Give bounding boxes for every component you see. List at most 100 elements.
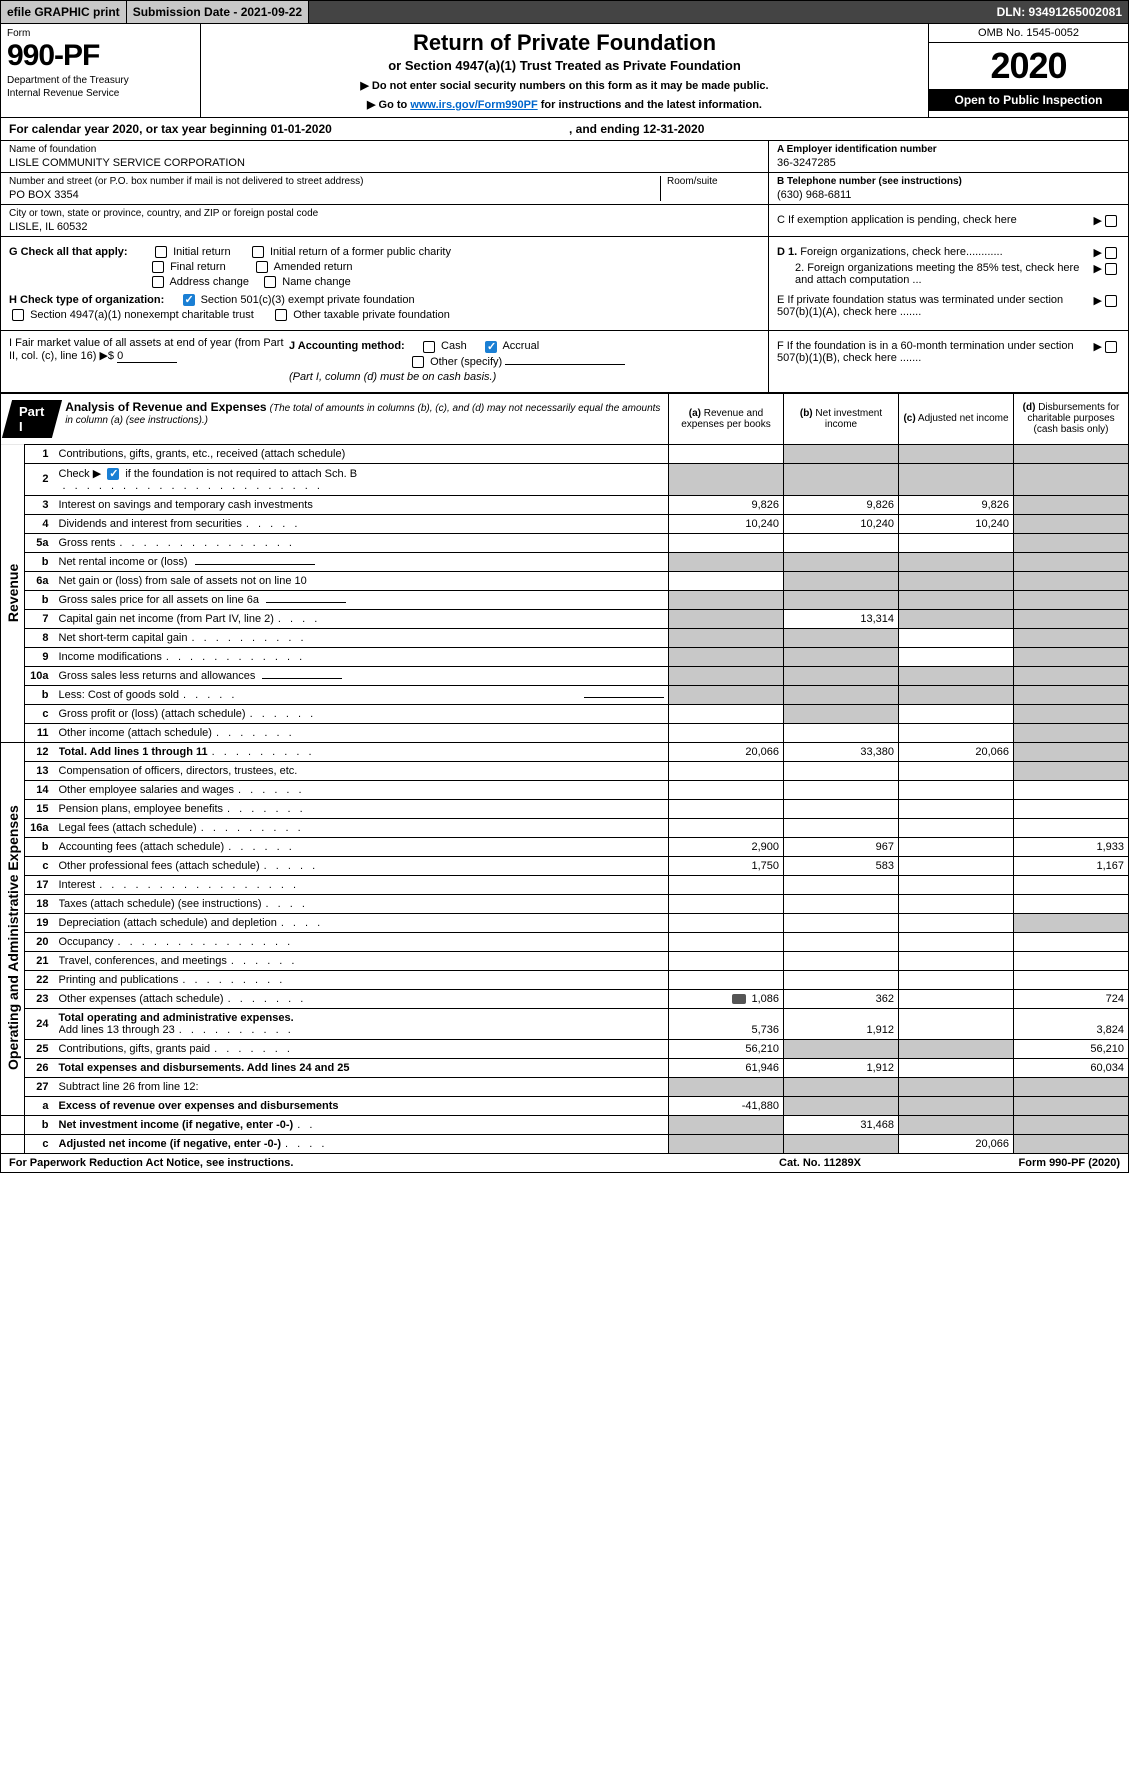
r23-b: 362 bbox=[784, 989, 899, 1008]
expenses-sidelabel: Operating and Administrative Expenses bbox=[1, 761, 25, 1115]
row-10b: b Less: Cost of goods sold. . . . . bbox=[1, 685, 1129, 704]
g-address-checkbox[interactable] bbox=[152, 276, 164, 288]
g-amended-checkbox[interactable] bbox=[256, 261, 268, 273]
r16a-desc: Legal fees (attach schedule). . . . . . … bbox=[55, 818, 669, 837]
g-opt-5: Name change bbox=[282, 276, 351, 288]
g-initial-checkbox[interactable] bbox=[155, 246, 167, 258]
g-final-checkbox[interactable] bbox=[152, 261, 164, 273]
g-opt-2: Final return bbox=[170, 261, 226, 273]
col-c-header: (c) Adjusted net income bbox=[899, 393, 1014, 444]
row-20: 20 Occupancy. . . . . . . . . . . . . . … bbox=[1, 932, 1129, 951]
ein-label: A Employer identification number bbox=[777, 144, 1120, 155]
h-4947-checkbox[interactable] bbox=[12, 309, 24, 321]
r10a-desc: Gross sales less returns and allowances bbox=[55, 666, 669, 685]
addr-label: Number and street (or P.O. box number if… bbox=[9, 176, 660, 187]
col-b-header: (b) Net investment income bbox=[784, 393, 899, 444]
d1-checkbox[interactable] bbox=[1105, 247, 1117, 259]
entity-right: A Employer identification number 36-3247… bbox=[768, 141, 1128, 237]
r13-num: 13 bbox=[25, 761, 55, 780]
c-cell: C If exemption application is pending, c… bbox=[769, 205, 1128, 237]
addr-value: PO BOX 3354 bbox=[9, 189, 660, 201]
r8-num: 8 bbox=[25, 628, 55, 647]
h-label: H Check type of organization: bbox=[9, 294, 164, 306]
h-other-checkbox[interactable] bbox=[275, 309, 287, 321]
g-opt-3: Amended return bbox=[274, 261, 353, 273]
row-2: 2 Check ▶ if the foundation is not requi… bbox=[1, 463, 1129, 495]
j-other-field[interactable] bbox=[505, 364, 625, 365]
room-label: Room/suite bbox=[667, 176, 760, 187]
r5a-desc: Gross rents. . . . . . . . . . . . . . . bbox=[55, 533, 669, 552]
h-row-2: Section 4947(a)(1) nonexempt charitable … bbox=[9, 309, 760, 321]
r19-desc: Depreciation (attach schedule) and deple… bbox=[55, 913, 669, 932]
open-to-public: Open to Public Inspection bbox=[929, 89, 1128, 111]
i-block: I Fair market value of all assets at end… bbox=[9, 337, 289, 385]
d2-text: 2. Foreign organizations meeting the 85%… bbox=[795, 262, 1094, 286]
dln-label: DLN: 93491265002081 bbox=[991, 1, 1128, 23]
r27b-b: 31,468 bbox=[784, 1115, 899, 1134]
tel-value: (630) 968-6811 bbox=[777, 189, 1120, 201]
r24-num: 24 bbox=[25, 1008, 55, 1039]
r5b-desc: Net rental income or (loss) bbox=[55, 552, 669, 571]
efile-print-button[interactable]: efile GRAPHIC print bbox=[1, 1, 127, 23]
omb-number: OMB No. 1545-0052 bbox=[929, 24, 1128, 43]
h-501c3-checkbox[interactable] bbox=[183, 294, 195, 306]
j-accrual: Accrual bbox=[502, 340, 539, 352]
r4-c: 10,240 bbox=[899, 514, 1014, 533]
h-opt-1: Section 501(c)(3) exempt private foundat… bbox=[201, 294, 415, 306]
row-16c: c Other professional fees (attach schedu… bbox=[1, 856, 1129, 875]
r27b-num: b bbox=[25, 1115, 55, 1134]
r3-num: 3 bbox=[25, 495, 55, 514]
g-name-checkbox[interactable] bbox=[264, 276, 276, 288]
r15-desc: Pension plans, employee benefits. . . . … bbox=[55, 799, 669, 818]
r21-num: 21 bbox=[25, 951, 55, 970]
row-6a: 6a Net gain or (loss) from sale of asset… bbox=[1, 571, 1129, 590]
row-22: 22 Printing and publications. . . . . . … bbox=[1, 970, 1129, 989]
j-cash-checkbox[interactable] bbox=[423, 341, 435, 353]
d1-text: Foreign organizations, check here.......… bbox=[800, 246, 1002, 258]
section-ij: I Fair market value of all assets at end… bbox=[0, 331, 1129, 392]
calendar-year-row: For calendar year 2020, or tax year begi… bbox=[0, 118, 1129, 141]
r16b-a: 2,900 bbox=[669, 837, 784, 856]
r12-b: 33,380 bbox=[784, 742, 899, 761]
r25-a: 56,210 bbox=[669, 1039, 784, 1058]
dept-treasury: Department of the Treasury bbox=[7, 75, 194, 86]
row-10a: 10a Gross sales less returns and allowan… bbox=[1, 666, 1129, 685]
j-cash: Cash bbox=[441, 340, 467, 352]
r27a-a: -41,880 bbox=[669, 1096, 784, 1115]
form-link[interactable]: www.irs.gov/Form990PF bbox=[410, 99, 537, 111]
d2-checkbox[interactable] bbox=[1105, 263, 1117, 275]
r3-a: 9,826 bbox=[669, 495, 784, 514]
row-17: 17 Interest. . . . . . . . . . . . . . .… bbox=[1, 875, 1129, 894]
r27b-desc: Net investment income (if negative, ente… bbox=[55, 1115, 669, 1134]
j-other-checkbox[interactable] bbox=[412, 356, 424, 368]
row-11: 11 Other income (attach schedule). . . .… bbox=[1, 723, 1129, 742]
attachment-icon[interactable] bbox=[732, 994, 746, 1004]
r2-checkbox[interactable] bbox=[107, 468, 119, 480]
part1-table: Part I Analysis of Revenue and Expenses … bbox=[0, 393, 1129, 1154]
f-checkbox[interactable] bbox=[1105, 341, 1117, 353]
r22-num: 22 bbox=[25, 970, 55, 989]
tax-year: 2020 bbox=[929, 43, 1128, 89]
j-note: (Part I, column (d) must be on cash basi… bbox=[289, 371, 760, 383]
r26-num: 26 bbox=[25, 1058, 55, 1077]
row-26: 26 Total expenses and disbursements. Add… bbox=[1, 1058, 1129, 1077]
r9-num: 9 bbox=[25, 647, 55, 666]
r6b-desc: Gross sales price for all assets on line… bbox=[55, 590, 669, 609]
c-checkbox[interactable] bbox=[1105, 215, 1117, 227]
row-19: 19 Depreciation (attach schedule) and de… bbox=[1, 913, 1129, 932]
row-15: 15 Pension plans, employee benefits. . .… bbox=[1, 799, 1129, 818]
r6a-num: 6a bbox=[25, 571, 55, 590]
ein-cell: A Employer identification number 36-3247… bbox=[769, 141, 1128, 173]
r12-desc: Total. Add lines 1 through 11. . . . . .… bbox=[55, 742, 669, 761]
form-title: Return of Private Foundation bbox=[211, 30, 918, 56]
r24-desc: Total operating and administrative expen… bbox=[55, 1008, 669, 1039]
g-initial-former-checkbox[interactable] bbox=[252, 246, 264, 258]
r10c-num: c bbox=[25, 704, 55, 723]
foundation-name: LISLE COMMUNITY SERVICE CORPORATION bbox=[9, 157, 760, 169]
r7-desc: Capital gain net income (from Part IV, l… bbox=[55, 609, 669, 628]
form-subtitle: or Section 4947(a)(1) Trust Treated as P… bbox=[211, 58, 918, 73]
e-checkbox[interactable] bbox=[1105, 295, 1117, 307]
j-accrual-checkbox[interactable] bbox=[485, 341, 497, 353]
r24-a: 5,736 bbox=[669, 1008, 784, 1039]
r27-desc: Subtract line 26 from line 12: bbox=[55, 1077, 669, 1096]
